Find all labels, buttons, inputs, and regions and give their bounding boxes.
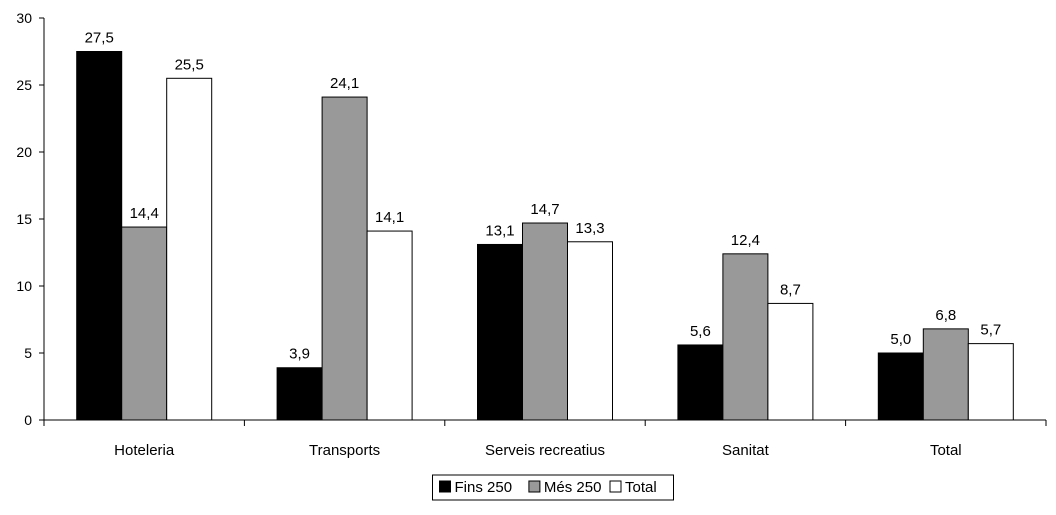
bar-value-label: 14,4 bbox=[130, 205, 159, 222]
y-tick-label: 15 bbox=[16, 211, 32, 227]
bar-value-label: 8,7 bbox=[780, 281, 801, 298]
legend-box bbox=[432, 474, 674, 501]
legend-label: Més 250 bbox=[544, 479, 602, 496]
chart-bars bbox=[76, 51, 1014, 421]
bar-value-label: 6,8 bbox=[935, 307, 956, 324]
legend-swatch bbox=[528, 480, 541, 493]
bar-value-label: 14,1 bbox=[375, 209, 404, 226]
bar bbox=[677, 344, 724, 421]
bar bbox=[477, 243, 523, 421]
bar bbox=[767, 302, 814, 421]
bar bbox=[166, 77, 213, 421]
legend-swatch bbox=[609, 480, 622, 493]
x-category-label: Hoteleria bbox=[114, 442, 175, 459]
y-tick-label: 25 bbox=[16, 77, 32, 93]
bar-value-label: 5,6 bbox=[690, 323, 711, 340]
x-category-label: Transports bbox=[309, 442, 380, 459]
bar-value-label: 13,3 bbox=[575, 220, 604, 237]
bar bbox=[121, 226, 168, 421]
legend-label: Fins 250 bbox=[455, 479, 513, 496]
bar-value-label: 13,1 bbox=[485, 222, 514, 239]
bar bbox=[967, 343, 1014, 421]
bar-value-label: 5,0 bbox=[890, 331, 911, 348]
bar bbox=[922, 328, 969, 421]
bar bbox=[76, 51, 123, 421]
legend-label: Total bbox=[625, 479, 657, 496]
chart-legend: Fins 250 Més 250 Total bbox=[432, 474, 674, 501]
y-tick-label: 10 bbox=[16, 278, 32, 294]
x-category-label: Sanitat bbox=[722, 442, 770, 459]
bar bbox=[877, 352, 924, 421]
bar-value-label: 5,7 bbox=[980, 322, 1001, 339]
bar-value-label: 12,4 bbox=[731, 232, 760, 249]
bar bbox=[522, 222, 568, 421]
bar bbox=[366, 230, 413, 421]
x-category-label: Total bbox=[930, 442, 962, 459]
bar-value-label: 25,5 bbox=[175, 56, 204, 73]
y-tick-label: 5 bbox=[24, 345, 32, 361]
y-tick-label: 20 bbox=[16, 144, 32, 160]
bar bbox=[567, 241, 613, 421]
bar-value-label: 27,5 bbox=[85, 30, 114, 47]
legend-swatch bbox=[439, 480, 451, 493]
bar bbox=[321, 96, 368, 421]
bar-value-label: 24,1 bbox=[330, 75, 359, 92]
bar bbox=[722, 253, 769, 421]
bar-value-label: 14,7 bbox=[530, 201, 559, 218]
y-tick-label: 0 bbox=[24, 412, 32, 428]
x-category-label: Serveis recreatius bbox=[485, 442, 605, 459]
y-tick-label: 30 bbox=[16, 10, 32, 26]
bar bbox=[276, 367, 323, 421]
bar-value-label: 3,9 bbox=[289, 346, 310, 363]
chart-data-labels: 27,5 14,4 25,5 3,9 24,1 14,1 13,1 14,7 13,3 5,6 12… bbox=[85, 30, 1002, 363]
